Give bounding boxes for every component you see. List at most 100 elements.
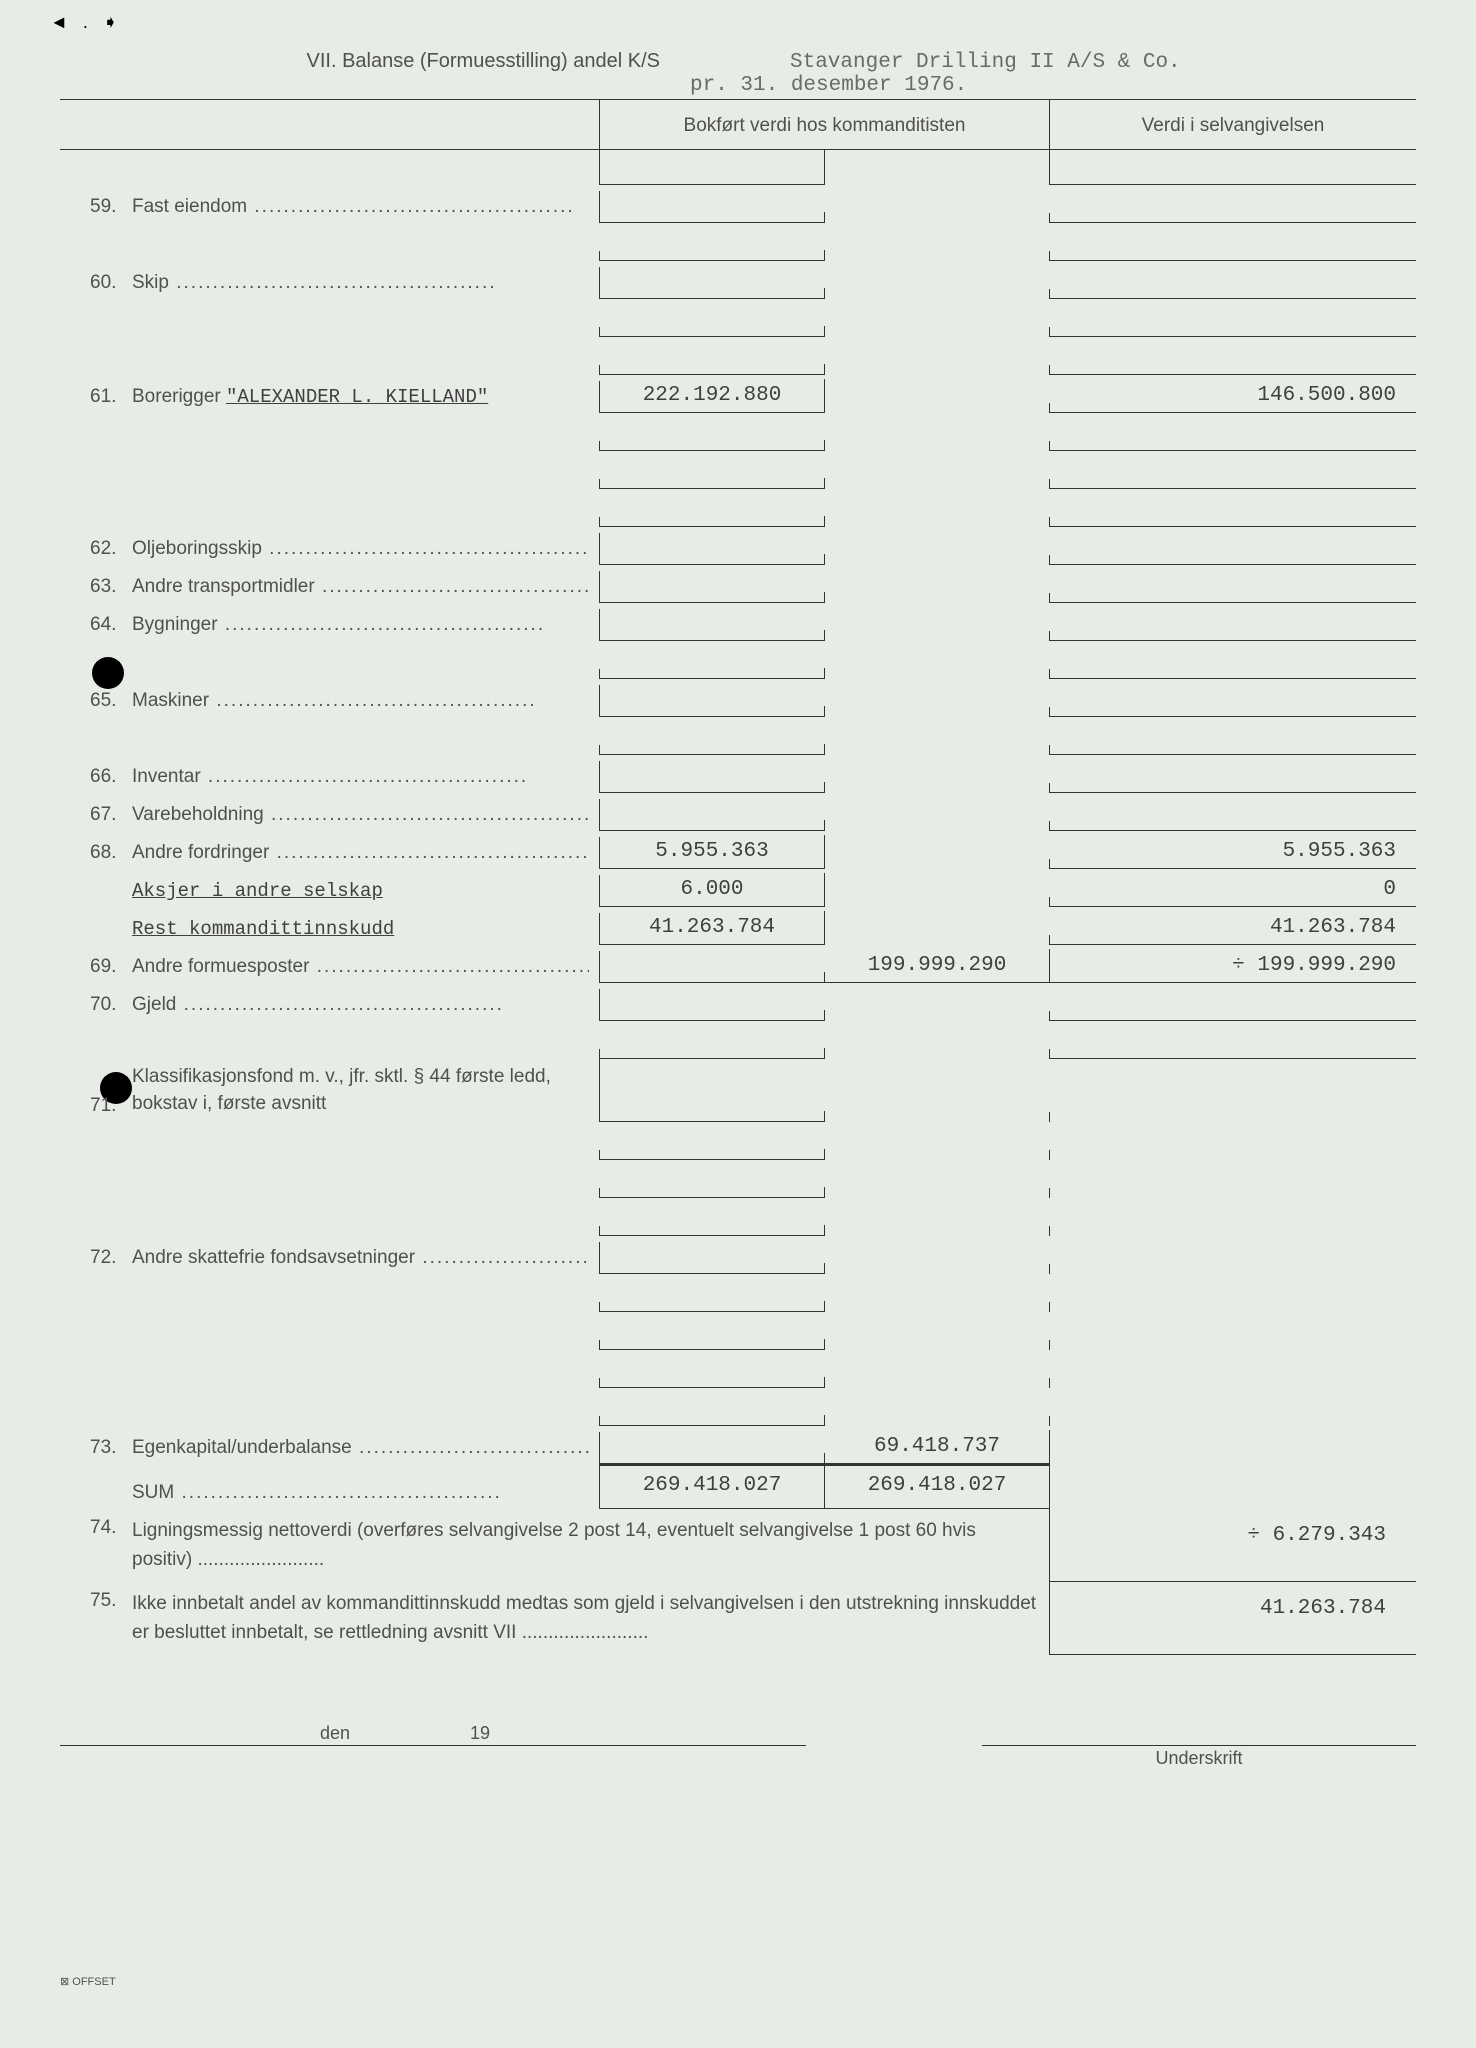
cell-bokfort-2: [825, 1416, 1050, 1426]
cell-bokfort-2: [825, 213, 1050, 223]
cell-verdi: 146.500.800: [1050, 379, 1416, 413]
table-row: [60, 337, 1416, 375]
table-row: Aksjer i andre selskap6.0000: [60, 869, 1416, 907]
cell-bokfort-2: [825, 593, 1050, 603]
cell-bokfort-1: [600, 250, 825, 261]
cell-bokfort-2: 69.418.737: [825, 1430, 1050, 1464]
cell-bokfort-1: 41.263.784: [600, 911, 825, 945]
cell-verdi: [1050, 1010, 1416, 1021]
table-row: 70.Gjeld: [60, 983, 1416, 1021]
cell-verdi: [1050, 1112, 1416, 1122]
table-row: 73.Egenkapital/underbalanse69.418.737: [60, 1426, 1416, 1464]
cell-bokfort-2: [825, 251, 1050, 261]
table-row: [60, 1198, 1416, 1236]
cell-bokfort-1: [600, 212, 825, 223]
cell-verdi: [1050, 782, 1416, 793]
cell-bokfort-2: [825, 631, 1050, 641]
table-row: 72.Andre skattefrie fondsavsetninger: [60, 1236, 1416, 1274]
cell-verdi: [1050, 744, 1416, 755]
cell-bokfort-2: [825, 1188, 1050, 1198]
cell-bokfort-1: [600, 1453, 825, 1464]
cell-verdi: [1050, 1454, 1416, 1464]
cell-verdi: [1050, 212, 1416, 223]
row-number: 72.: [90, 1247, 132, 1269]
cell-verdi: 41.263.784: [1050, 911, 1416, 945]
cell-bokfort-2: [825, 479, 1050, 489]
cell-verdi: [1050, 820, 1416, 831]
cell-bokfort-1: [600, 1377, 825, 1388]
row-label: Inventar: [132, 766, 589, 788]
cell-bokfort-2: [825, 1264, 1050, 1274]
bottom-row-value: 41.263.784: [1050, 1582, 1416, 1655]
row-label: Oljeboringsskip: [132, 538, 589, 560]
cell-bokfort-2: [825, 821, 1050, 831]
cell-bokfort-1: [600, 326, 825, 337]
cell-bokfort-1: [600, 1048, 825, 1059]
cell-bokfort-1: [600, 1263, 825, 1274]
cell-verdi: [1050, 288, 1416, 299]
company-name: Stavanger Drilling II A/S & Co.: [790, 51, 1181, 74]
cell-bokfort-1: [600, 630, 825, 641]
cell-bokfort-2: [825, 707, 1050, 717]
table-row: [60, 489, 1416, 527]
cell-bokfort-2: [825, 517, 1050, 527]
row-number: 74.: [90, 1517, 132, 1539]
bottom-text-row: 75.Ikke innbetalt andel av kommandittinn…: [60, 1582, 1416, 1655]
cell-bokfort-1: [600, 668, 825, 679]
row-label: Gjeld: [132, 994, 589, 1016]
row-number: 64.: [90, 614, 132, 636]
cell-bokfort-2: 199.999.290: [825, 949, 1050, 983]
cell-verdi: [1050, 1048, 1416, 1059]
table-row: [60, 1388, 1416, 1426]
row-label: Andre formuesposter: [132, 956, 589, 978]
cell-bokfort-1: [600, 1010, 825, 1021]
table-row: 62.Oljeboringsskip: [60, 527, 1416, 565]
table-row: 64.Bygninger: [60, 603, 1416, 641]
cell-verdi: [1050, 1264, 1416, 1274]
cell-bokfort-1: [600, 820, 825, 831]
date-text: pr. 31. desember 1976.: [690, 74, 967, 97]
cell-bokfort-2: [825, 403, 1050, 413]
cell-verdi: [1050, 1302, 1416, 1312]
cell-verdi: [1050, 1340, 1416, 1350]
cell-verdi: [1050, 630, 1416, 641]
row-number: 66.: [90, 766, 132, 788]
cell-verdi: [1050, 326, 1416, 337]
cell-verdi: 0: [1050, 873, 1416, 907]
cell-bokfort-1: [600, 1111, 825, 1122]
cell-bokfort-2: [825, 897, 1050, 907]
table-row: 60.Skip: [60, 261, 1416, 299]
table-row: [60, 641, 1416, 679]
cell-bokfort-1: [600, 706, 825, 717]
row-label: Andre fordringer: [132, 842, 589, 864]
cell-bokfort-1: [600, 592, 825, 603]
bottom-row-value: ÷ 6.279.343: [1050, 1509, 1416, 1582]
table-row: [60, 1122, 1416, 1160]
table-row: 66.Inventar: [60, 755, 1416, 793]
row-label: Andre skattefrie fondsavsetninger: [132, 1247, 589, 1269]
row-number: 69.: [90, 956, 132, 978]
cell-bokfort-2: [825, 1112, 1050, 1122]
cell-verdi: [1050, 1378, 1416, 1388]
table-row: Rest kommandittinnskudd41.263.78441.263.…: [60, 907, 1416, 945]
table-row: 63.Andre transportmidler: [60, 565, 1416, 603]
row-label: Varebeholdning: [132, 804, 589, 826]
table-row: [60, 1312, 1416, 1350]
cell-bokfort-2: [825, 365, 1050, 375]
cell-verdi: [1050, 478, 1416, 489]
row-label: Andre transportmidler: [132, 576, 589, 598]
cell-bokfort-2: [825, 1378, 1050, 1388]
cell-bokfort-1: [600, 364, 825, 375]
cell-bokfort-2: [825, 1340, 1050, 1350]
sum-row: SUM 269.418.027 269.418.027: [60, 1464, 1416, 1509]
form-title-row: VII. Balanse (Formuesstilling) andel K/S…: [60, 50, 1416, 100]
cell-bokfort-1: [600, 1187, 825, 1198]
row-number: 62.: [90, 538, 132, 560]
row-label: Klassifikasjonsfond m. v., jfr. sktl. § …: [132, 1064, 589, 1117]
cell-bokfort-2: [825, 1011, 1050, 1021]
cell-bokfort-2: [825, 783, 1050, 793]
sum-c1: 269.418.027: [600, 1464, 825, 1509]
cell-verdi: [1050, 668, 1416, 679]
cell-bokfort-2: [825, 859, 1050, 869]
bottom-row-text: Ligningsmessig nettoverdi (overføres sel…: [132, 1517, 1039, 1574]
